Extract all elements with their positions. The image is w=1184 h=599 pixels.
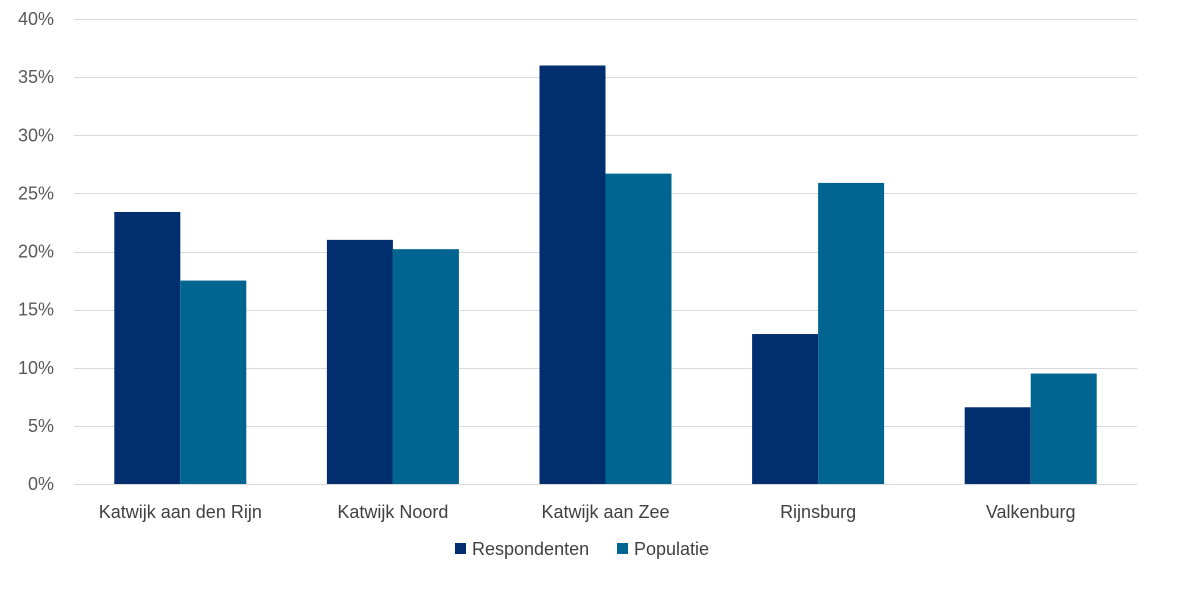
y-tick-label: 15%	[18, 300, 54, 320]
x-category-label: Katwijk aan den Rijn	[99, 502, 262, 522]
x-category-label: Valkenburg	[986, 502, 1076, 522]
x-category-label: Rijnsburg	[780, 502, 856, 522]
bar-respondenten-4	[964, 407, 1031, 484]
x-category-label: Katwijk aan Zee	[541, 502, 669, 522]
y-tick-label: 20%	[18, 242, 54, 262]
bar-populatie-3	[818, 182, 885, 484]
y-tick-label: 0%	[28, 474, 54, 494]
y-tick-label: 40%	[18, 9, 54, 29]
x-category-label: Katwijk Noord	[337, 502, 448, 522]
bar-respondenten-0	[114, 211, 181, 484]
legend-swatch-populatie	[617, 543, 628, 554]
bar-populatie-2	[605, 173, 672, 485]
x-axis-categories: Katwijk aan den Rijn Katwijk Noord Katwijk…	[99, 502, 1076, 522]
bars	[114, 65, 1097, 485]
bar-populatie-0	[180, 280, 247, 484]
bar-populatie-1	[392, 249, 459, 484]
y-tick-label: 10%	[18, 358, 54, 378]
bar-respondenten-2	[539, 65, 606, 484]
legend-swatch-respondenten	[455, 543, 466, 554]
legend-label-respondenten: Respondenten	[472, 539, 589, 559]
y-tick-label: 30%	[18, 125, 54, 145]
bar-respondenten-1	[326, 239, 393, 484]
y-tick-label: 35%	[18, 67, 54, 87]
y-tick-label: 25%	[18, 183, 54, 203]
y-tick-label: 5%	[28, 416, 54, 436]
legend-label-populatie: Populatie	[634, 539, 709, 559]
y-axis-ticks: 0% 5% 10% 15% 20% 25% 30% 35% 40%	[18, 9, 54, 494]
bar-respondenten-3	[752, 334, 819, 484]
legend: Respondenten Populatie	[455, 539, 709, 559]
bar-populatie-4	[1030, 373, 1097, 484]
